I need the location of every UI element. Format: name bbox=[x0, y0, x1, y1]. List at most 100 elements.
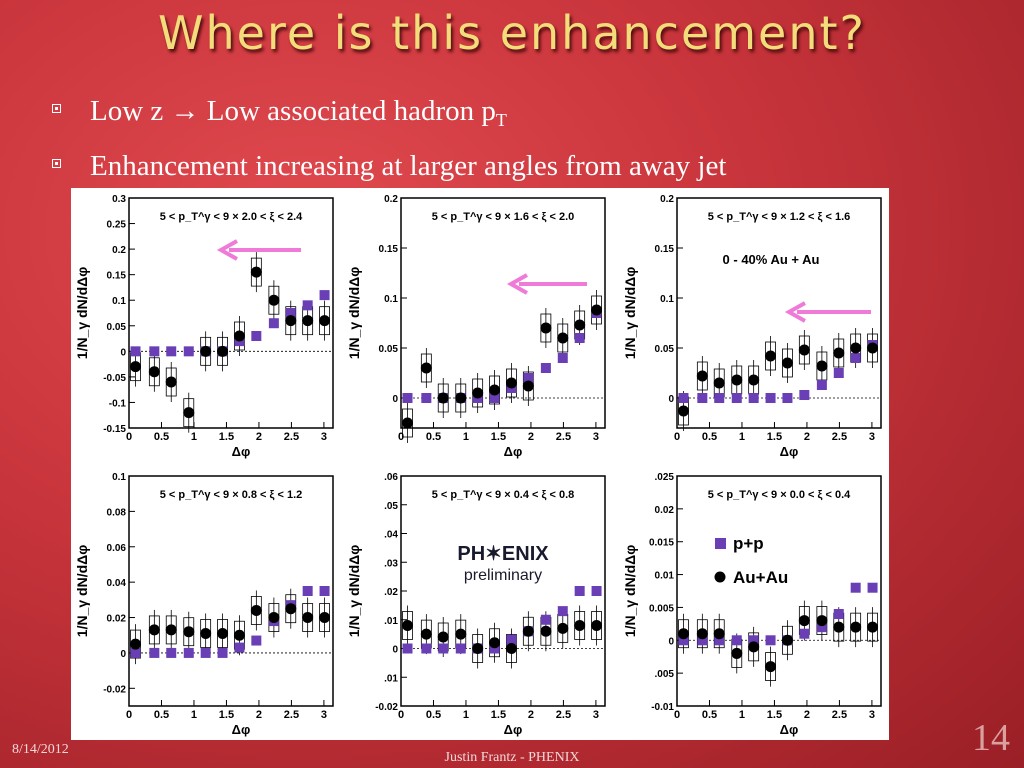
pp-marker bbox=[149, 346, 160, 357]
plot-frame bbox=[400, 475, 606, 707]
y-tick-label: 0.15 bbox=[107, 271, 127, 282]
panel-label: 5 < p_T^γ < 9 × 2.0 < ξ < 2.4 bbox=[160, 211, 303, 223]
y-tick-label: -0.1 bbox=[109, 398, 127, 409]
auau-marker bbox=[285, 603, 297, 615]
y-tick-label: 0 bbox=[668, 394, 674, 405]
pp-marker bbox=[591, 586, 602, 596]
auau-marker bbox=[765, 661, 777, 673]
pp-marker bbox=[130, 346, 141, 357]
x-tick-label: 1 bbox=[463, 431, 469, 443]
square-bullet-icon bbox=[52, 159, 61, 168]
x-tick-label: 1.5 bbox=[767, 709, 782, 721]
x-tick-label: 0.5 bbox=[154, 431, 169, 443]
pp-marker bbox=[251, 635, 262, 646]
auau-marker bbox=[505, 377, 517, 389]
x-tick-label: 0.5 bbox=[702, 709, 717, 721]
chart-panel-2: 0 0.5 1 1.5 2 2.5 3 0 0.05 0.1 0.15 0.2 Δφ 1/N_γ dN/d… bbox=[346, 194, 606, 459]
auau-marker bbox=[522, 380, 534, 392]
preliminary-label: preliminary bbox=[464, 567, 542, 584]
auau-marker bbox=[850, 342, 862, 354]
pp-marker bbox=[402, 393, 413, 403]
x-tick-label: 3 bbox=[321, 709, 327, 721]
arrow-head bbox=[506, 273, 528, 295]
y-tick-label: 0.05 bbox=[655, 344, 675, 355]
plot-frame bbox=[676, 475, 882, 707]
phenix-logo: PH✶ENIX bbox=[457, 543, 549, 565]
auau-marker bbox=[677, 628, 689, 640]
pp-marker bbox=[183, 647, 194, 658]
x-tick-label: 2 bbox=[804, 709, 810, 721]
bullet-text: Low z → Low associated hadron p bbox=[90, 95, 496, 127]
x-tick-label: 0 bbox=[126, 709, 132, 721]
y-tick-label: 0 bbox=[392, 645, 398, 656]
x-tick-label: 1 bbox=[191, 431, 197, 443]
auau-marker bbox=[437, 392, 449, 404]
y-tick-label: 0.2 bbox=[112, 245, 126, 256]
chart-panel-5: 0 0.5 1 1.5 2 2.5 3 -0.02 .01 0 .01 .02 .03 .04 .05 .06… bbox=[346, 472, 606, 737]
x-tick-label: 3 bbox=[593, 431, 599, 443]
x-tick-label: 1.5 bbox=[767, 431, 782, 443]
auau-marker bbox=[250, 604, 262, 616]
slide-number: 14 bbox=[972, 717, 1010, 759]
auau-marker bbox=[816, 615, 828, 627]
x-tick-label: 3 bbox=[869, 709, 875, 721]
y-axis-title: 1/N_γ dN/dΔφ bbox=[74, 267, 90, 359]
x-axis-title: Δφ bbox=[780, 444, 799, 459]
pp-marker bbox=[850, 582, 861, 593]
pp-marker bbox=[438, 643, 449, 654]
auau-marker bbox=[455, 392, 467, 404]
y-axis-title: 1/N_γ dN/dΔφ bbox=[622, 267, 638, 359]
pp-marker bbox=[867, 582, 878, 593]
auau-marker bbox=[233, 330, 245, 342]
auau-marker bbox=[437, 631, 449, 643]
auau-marker bbox=[816, 360, 828, 372]
auau-marker bbox=[129, 361, 141, 373]
legend-auau-label: Au+Au bbox=[733, 568, 788, 587]
y-tick-label: .025 bbox=[655, 472, 675, 483]
panel-label: 5 < p_T^γ < 9 × 1.6 < ξ < 2.0 bbox=[432, 211, 575, 223]
pp-marker bbox=[421, 393, 432, 403]
pp-marker bbox=[833, 609, 844, 619]
auau-marker bbox=[867, 342, 879, 354]
y-tick-label: 0.15 bbox=[655, 244, 675, 255]
chart-panel-3: 0 0.5 1 1.5 2 2.5 3 0 0.05 0.1 0.15 0.2 Δφ 1/N_γ dN/d… bbox=[622, 194, 882, 459]
x-tick-label: 1 bbox=[191, 709, 197, 721]
auau-marker bbox=[696, 628, 708, 640]
x-axis-title: Δφ bbox=[232, 444, 251, 459]
chart-panel-1: 0 0.5 1 1.5 2 2.5 3 -0.15 -0.1 -0.05 0 0.05 0.1 0.15 0… bbox=[74, 194, 334, 459]
auau-marker bbox=[455, 628, 467, 640]
pp-marker bbox=[799, 628, 810, 639]
y-tick-label: 0.06 bbox=[107, 543, 127, 554]
x-tick-label: 2.5 bbox=[556, 709, 571, 721]
pp-marker bbox=[402, 643, 413, 654]
panel-label: 5 < p_T^γ < 9 × 0.8 < ξ < 1.2 bbox=[160, 489, 303, 501]
x-tick-label: 2 bbox=[256, 709, 262, 721]
auau-marker bbox=[781, 357, 793, 369]
pp-marker bbox=[782, 393, 793, 403]
auau-marker bbox=[557, 622, 569, 634]
y-tick-label: -0.02 bbox=[375, 702, 398, 713]
x-axis-title: Δφ bbox=[232, 722, 251, 737]
x-tick-label: 0.5 bbox=[426, 709, 441, 721]
x-tick-label: 3 bbox=[869, 431, 875, 443]
x-tick-label: 0 bbox=[674, 431, 680, 443]
y-tick-label: .03 bbox=[384, 558, 398, 569]
auau-marker bbox=[850, 621, 862, 633]
auau-marker bbox=[557, 332, 569, 344]
y-tick-label: 0 bbox=[120, 347, 126, 358]
pp-marker bbox=[130, 647, 141, 658]
auau-marker bbox=[867, 621, 879, 633]
auau-marker bbox=[696, 370, 708, 382]
pp-marker bbox=[166, 346, 177, 357]
x-tick-label: 0.5 bbox=[426, 431, 441, 443]
auau-marker bbox=[200, 345, 212, 357]
y-tick-label: 0.08 bbox=[107, 507, 127, 518]
panel-label: 5 < p_T^γ < 9 × 0.4 < ξ < 0.8 bbox=[432, 489, 575, 501]
panel-label: 5 < p_T^γ < 9 × 0.0 < ξ < 0.4 bbox=[708, 489, 851, 501]
auau-marker bbox=[798, 615, 810, 627]
pp-marker bbox=[149, 647, 160, 658]
auau-marker bbox=[731, 374, 743, 386]
chart-panel-4: 0 0.5 1 1.5 2 2.5 3 -0.02 0 0.02 0.04 0.06 0.08 0.1 Δφ… bbox=[74, 472, 334, 737]
pp-marker bbox=[799, 390, 810, 400]
auau-marker bbox=[713, 628, 725, 640]
